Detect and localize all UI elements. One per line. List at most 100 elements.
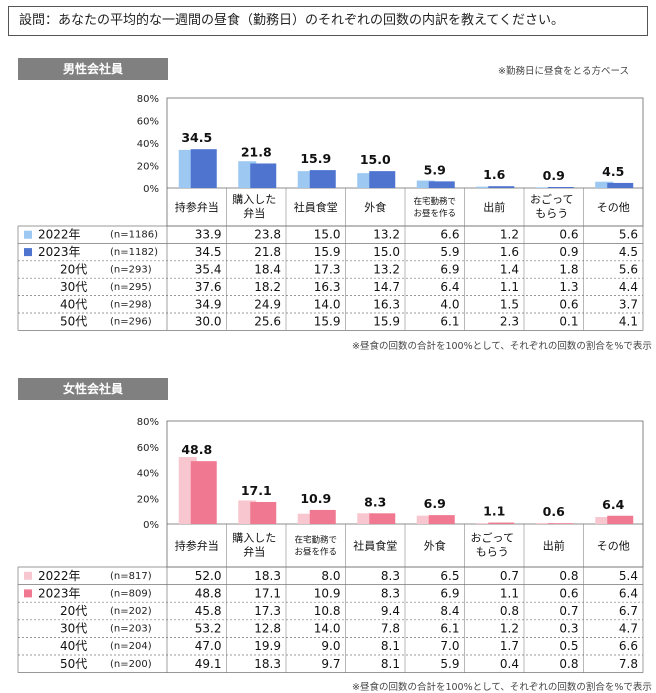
footnote-male: ※昼食の回数の合計を100%として、それぞれの回数の割合を%で表示 bbox=[352, 341, 652, 352]
y-tick-label-male: 60% bbox=[137, 117, 159, 128]
table-cell-male-5-2: 15.9 bbox=[314, 315, 341, 329]
table-cell-male-1-2: 15.9 bbox=[314, 245, 341, 259]
table-cell-male-5-4: 6.1 bbox=[440, 315, 459, 329]
category-label-male-4-line0: 在宅勤務で bbox=[413, 196, 456, 207]
table-cell-female-4-7: 6.6 bbox=[619, 639, 638, 653]
table-cell-male-3-1: 18.2 bbox=[254, 280, 281, 294]
category-label-male-6-line0: おごって bbox=[530, 192, 573, 206]
table-cell-male-1-3: 15.0 bbox=[373, 245, 400, 259]
legend-swatch-male-0 bbox=[24, 230, 32, 239]
data-label-female-1: 17.1 bbox=[241, 483, 272, 498]
table-cell-female-2-4: 8.4 bbox=[440, 604, 459, 618]
table-cell-male-2-0: 35.4 bbox=[195, 263, 222, 277]
table-cell-male-5-0: 30.0 bbox=[195, 315, 222, 329]
base-note: ※勤務日に昼食をとる方ベース bbox=[498, 66, 629, 77]
data-label-male-4: 5.9 bbox=[424, 162, 446, 177]
table-cell-male-4-4: 4.0 bbox=[440, 297, 459, 311]
row-label-female-2: 20代 bbox=[60, 604, 87, 618]
table-cell-female-0-2: 8.0 bbox=[321, 569, 340, 583]
data-label-male-3: 15.0 bbox=[360, 152, 391, 167]
table-cell-female-2-7: 6.7 bbox=[619, 604, 638, 618]
table-cell-female-5-1: 18.3 bbox=[254, 657, 281, 671]
row-label-female-0: 2022年 bbox=[38, 569, 81, 583]
table-cell-male-3-0: 37.6 bbox=[195, 280, 222, 294]
bar-female-2023年-4 bbox=[428, 515, 455, 524]
table-cell-female-4-6: 0.5 bbox=[559, 639, 578, 653]
table-cell-male-1-5: 1.6 bbox=[500, 245, 519, 259]
row-n-male-5: (n=296) bbox=[110, 317, 152, 328]
category-label-female-5-line1: もらう bbox=[476, 546, 509, 559]
category-label-female-2-line1: お昼を作る bbox=[294, 547, 337, 558]
table-cell-male-5-1: 25.6 bbox=[254, 315, 281, 329]
y-tick-label-female: 80% bbox=[137, 417, 159, 428]
table-cell-female-0-6: 0.8 bbox=[559, 569, 578, 583]
row-label-female-3: 30代 bbox=[60, 622, 87, 636]
data-label-female-4: 6.9 bbox=[424, 496, 446, 511]
category-label-male-5: 出前 bbox=[483, 200, 505, 214]
category-label-male-3: 外食 bbox=[364, 200, 386, 214]
bar-male-2023年-6 bbox=[547, 186, 574, 188]
bar-male-2023年-5 bbox=[488, 186, 515, 188]
table-cell-female-5-7: 7.8 bbox=[619, 657, 638, 671]
table-cell-female-1-6: 0.6 bbox=[559, 586, 578, 600]
table-cell-male-5-3: 15.9 bbox=[373, 315, 400, 329]
table-cell-female-2-3: 9.4 bbox=[381, 604, 400, 618]
table-cell-female-3-2: 14.0 bbox=[314, 622, 341, 636]
data-label-female-3: 8.3 bbox=[364, 494, 386, 509]
data-label-female-0: 48.8 bbox=[181, 442, 212, 457]
row-n-male-2: (n=293) bbox=[110, 265, 152, 276]
bar-female-2023年-3 bbox=[369, 513, 396, 524]
row-label-male-4: 40代 bbox=[60, 297, 87, 311]
bar-female-2023年-1 bbox=[250, 501, 277, 524]
table-cell-male-0-7: 5.6 bbox=[619, 228, 638, 242]
category-label-female-4: 外食 bbox=[424, 539, 446, 553]
table-cell-male-3-5: 1.1 bbox=[500, 280, 519, 294]
row-label-female-5: 50代 bbox=[60, 657, 87, 671]
bar-female-2023年-5 bbox=[488, 522, 515, 524]
category-label-female-1-line0: 購入した bbox=[232, 531, 276, 545]
category-label-male-1-line0: 購入した bbox=[232, 192, 276, 206]
table-cell-female-5-3: 8.1 bbox=[381, 657, 400, 671]
bar-female-2022年-4 bbox=[416, 515, 435, 524]
table-cell-female-5-4: 5.9 bbox=[440, 657, 459, 671]
bar-male-2022年-4 bbox=[416, 180, 435, 188]
row-label-male-3: 30代 bbox=[60, 280, 87, 294]
table-cell-female-5-6: 0.8 bbox=[559, 657, 578, 671]
category-label-female-2-line0: 在宅勤務で bbox=[294, 535, 337, 546]
table-cell-male-3-2: 16.3 bbox=[314, 280, 341, 294]
legend-swatch-female-1 bbox=[24, 589, 32, 598]
bar-male-2022年-5 bbox=[476, 186, 495, 188]
table-cell-female-4-2: 9.0 bbox=[321, 639, 340, 653]
question-header: 設問：あなたの平均的な一週間の昼食（勤務日）のそれぞれの回数の内訳を教えてくださ… bbox=[8, 6, 648, 36]
table-cell-female-4-0: 47.0 bbox=[195, 639, 222, 653]
table-cell-male-0-1: 23.8 bbox=[254, 228, 281, 242]
table-cell-male-1-6: 0.9 bbox=[559, 245, 578, 259]
table-cell-female-0-7: 5.4 bbox=[619, 569, 638, 583]
data-label-female-6: 0.6 bbox=[543, 504, 565, 519]
y-tick-label-female: 60% bbox=[137, 443, 159, 454]
bar-male-2023年-4 bbox=[428, 181, 455, 188]
table-cell-female-1-4: 6.9 bbox=[440, 586, 459, 600]
table-cell-male-5-5: 2.3 bbox=[500, 315, 519, 329]
row-n-male-1: (n=1182) bbox=[110, 247, 158, 258]
row-n-female-0: (n=817) bbox=[110, 571, 152, 582]
table-cell-female-0-5: 0.7 bbox=[500, 569, 519, 583]
table-cell-female-1-1: 17.1 bbox=[254, 586, 281, 600]
category-label-female-3: 社員食堂 bbox=[353, 539, 397, 553]
table-cell-female-3-7: 4.7 bbox=[619, 622, 638, 636]
row-n-female-4: (n=204) bbox=[110, 641, 152, 652]
table-cell-female-2-5: 0.8 bbox=[500, 604, 519, 618]
table-cell-male-0-0: 33.9 bbox=[195, 228, 222, 242]
data-label-male-2: 15.9 bbox=[300, 151, 331, 166]
table-cell-male-4-2: 14.0 bbox=[314, 297, 341, 311]
table-cell-female-2-6: 0.7 bbox=[559, 604, 578, 618]
row-label-male-0: 2022年 bbox=[38, 228, 81, 242]
table-cell-male-2-1: 18.4 bbox=[254, 263, 281, 277]
panel-title-male: 男性会社員 bbox=[18, 58, 168, 80]
row-label-male-2: 20代 bbox=[60, 263, 87, 277]
y-tick-label-male: 40% bbox=[137, 139, 159, 150]
table-cell-female-1-7: 6.4 bbox=[619, 586, 638, 600]
category-label-male-0: 持参弁当 bbox=[175, 200, 219, 214]
table-cell-female-0-1: 18.3 bbox=[254, 569, 281, 583]
